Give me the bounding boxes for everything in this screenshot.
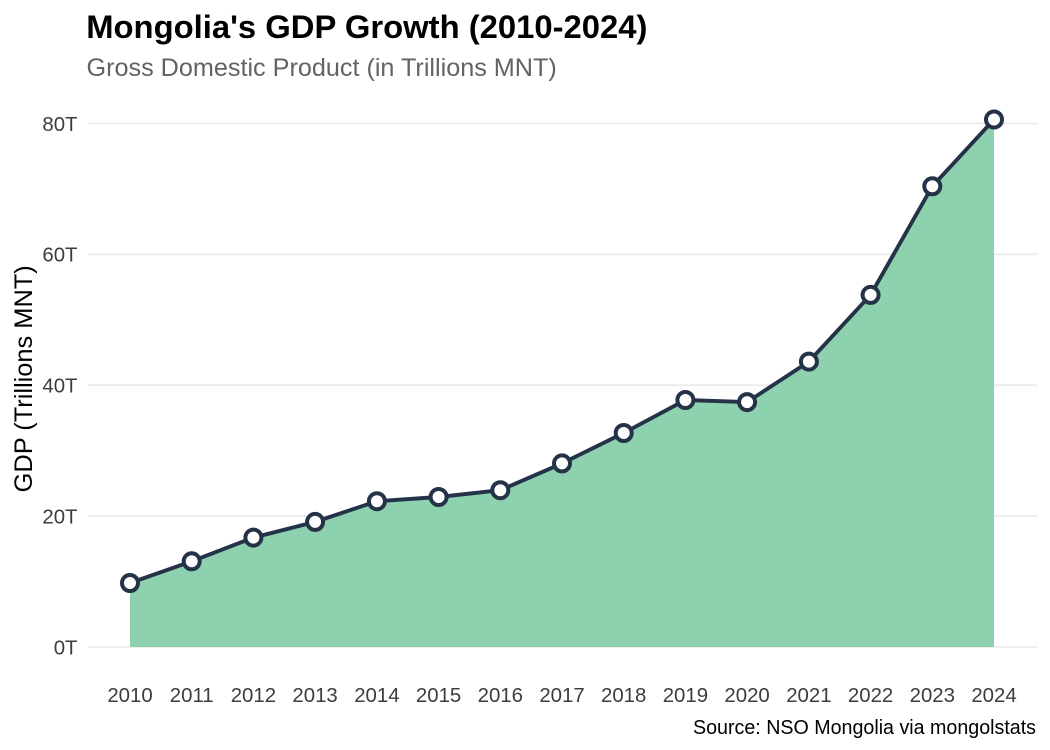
svg-text:2024: 2024 xyxy=(971,685,1016,707)
svg-text:40T: 40T xyxy=(42,376,77,398)
svg-text:GDP (Trillions MNT): GDP (Trillions MNT) xyxy=(10,265,38,492)
svg-text:60T: 60T xyxy=(42,245,77,267)
svg-text:2023: 2023 xyxy=(910,685,955,707)
svg-text:2021: 2021 xyxy=(786,685,831,707)
svg-text:Mongolia's GDP Growth (2010-20: Mongolia's GDP Growth (2010-2024) xyxy=(86,8,647,45)
svg-text:2013: 2013 xyxy=(292,685,337,707)
svg-text:2011: 2011 xyxy=(170,685,214,707)
svg-text:2020: 2020 xyxy=(724,685,769,707)
svg-text:2015: 2015 xyxy=(416,685,461,707)
svg-text:2012: 2012 xyxy=(231,685,276,707)
svg-text:Gross Domestic Product (in Tri: Gross Domestic Product (in Trillions MNT… xyxy=(87,54,557,82)
svg-text:2022: 2022 xyxy=(848,685,893,707)
svg-text:2019: 2019 xyxy=(663,685,708,707)
svg-text:20T: 20T xyxy=(42,506,77,528)
svg-text:2017: 2017 xyxy=(539,685,584,707)
svg-text:Source: NSO Mongolia via mongo: Source: NSO Mongolia via mongolstats xyxy=(693,717,1036,739)
svg-text:2018: 2018 xyxy=(601,685,646,707)
svg-text:0T: 0T xyxy=(54,637,78,659)
svg-text:2014: 2014 xyxy=(354,685,399,707)
svg-text:2010: 2010 xyxy=(107,685,152,707)
svg-text:80T: 80T xyxy=(42,114,77,136)
svg-text:2016: 2016 xyxy=(478,685,523,707)
